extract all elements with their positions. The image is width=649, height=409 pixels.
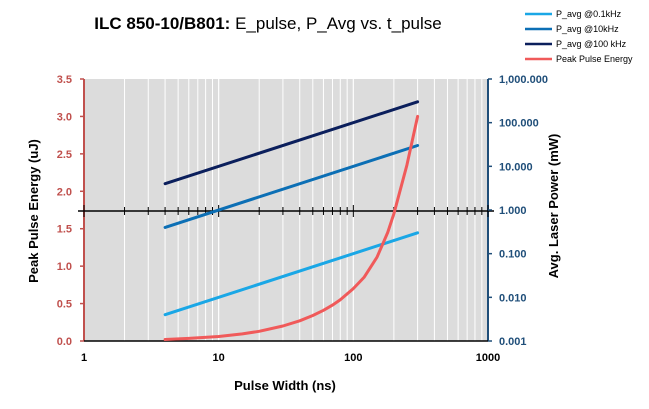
left-tick-label: 2.5 — [57, 149, 72, 161]
left-axis-title: Peak Pulse Energy (uJ) — [26, 139, 41, 283]
axes — [78, 78, 494, 342]
legend: P_avg @0.1kHz P_avg @10kHz P_avg @100 kHz P… — [525, 9, 633, 64]
series-line-peak-pulse-energy — [163, 114, 420, 341]
chart-title-bold: ILC 850-10/B801: — [94, 14, 230, 33]
left-tick-label: 3.5 — [57, 74, 72, 86]
x-tick-label: 1000 — [476, 352, 500, 364]
left-tick-label: 3.0 — [57, 111, 72, 123]
plot-area — [84, 79, 488, 341]
series-line-p-avg-100-khz — [163, 100, 420, 186]
left-tick-label: 0.0 — [57, 336, 72, 348]
right-tick-label: 1.000 — [499, 205, 527, 217]
right-tick-label: 10.000 — [499, 161, 533, 173]
tick-labels: 1 10 100 1000 0.0 0.5 1.0 1.5 2.0 2.5 3.0 3.5 0.001 0… — [57, 74, 548, 364]
legend-label-p-avg-0-1khz: P_avg @0.1kHz — [556, 9, 622, 19]
plot-background — [84, 79, 488, 341]
series-lines — [163, 100, 420, 341]
right-tick-label: 100.000 — [499, 118, 539, 130]
right-tick-label: 1,000.000 — [499, 74, 548, 86]
series-line-p-avg-0-1khz — [163, 231, 420, 317]
legend-label-p-avg-10khz: P_avg @10kHz — [556, 24, 619, 34]
legend-label-p-avg-100-khz: P_avg @100 kHz — [556, 39, 627, 49]
left-tick-label: 1.5 — [57, 224, 72, 236]
x-tick-label: 10 — [213, 352, 225, 364]
series-line-p-avg-10khz — [163, 144, 420, 229]
right-axis-title: Avg. Laser Power (mW) — [546, 134, 561, 279]
right-tick-label: 0.100 — [499, 249, 527, 261]
right-tick-label: 0.010 — [499, 292, 527, 304]
chart-title: ILC 850-10/B801: E_pulse, P_Avg vs. t_pu… — [94, 14, 441, 33]
right-tick-label: 0.001 — [499, 336, 527, 348]
legend-label-peak-pulse-energy: Peak Pulse Energy — [556, 54, 633, 64]
left-tick-label: 1.0 — [57, 261, 72, 273]
left-tick-label: 2.0 — [57, 186, 72, 198]
left-tick-label: 0.5 — [57, 299, 72, 311]
x-tick-label: 1 — [81, 352, 87, 364]
x-tick-label: 100 — [344, 352, 362, 364]
chart-title-rest: E_pulse, P_Avg vs. t_pulse — [230, 14, 441, 33]
x-axis-title: Pulse Width (ns) — [234, 378, 336, 393]
